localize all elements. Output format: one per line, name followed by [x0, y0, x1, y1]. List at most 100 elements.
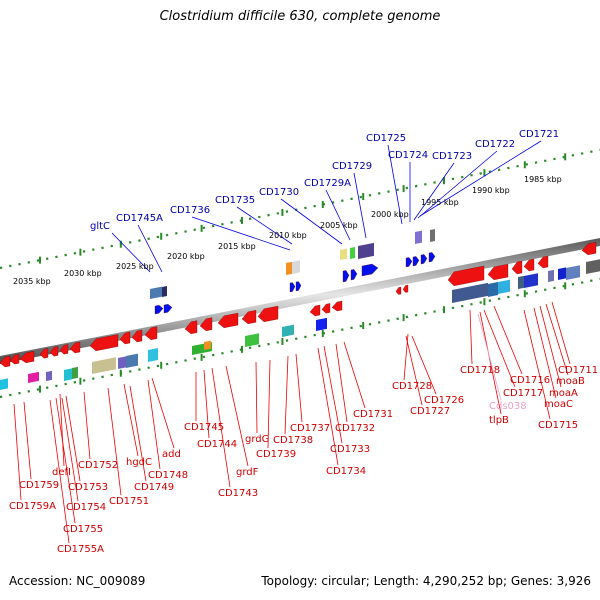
- gene-label-reverse: defI: [52, 467, 71, 478]
- gene-label-reverse: CD1738: [273, 435, 313, 446]
- reverse-gene-arrow: [309, 304, 321, 317]
- domain-box: [92, 357, 116, 374]
- leader-line: [479, 311, 502, 415]
- scale-label: 2000 kbp: [371, 210, 409, 219]
- gene-label-reverse: CD1717: [503, 388, 543, 399]
- leader-line: [325, 189, 351, 241]
- forward-gene-arrow: [350, 269, 358, 281]
- forward-gene-arrow: [154, 305, 164, 315]
- reverse-gene-arrow: [537, 255, 549, 269]
- domain-box: [415, 230, 422, 244]
- leader-line: [211, 367, 231, 488]
- gene-label-forward: CD1722: [475, 139, 515, 150]
- ruler-dotted-line: [0, 148, 600, 270]
- forward-gene-arrow: [295, 281, 302, 292]
- gene-label-reverse: CD1754: [66, 502, 106, 513]
- forward-gene-arrow: [420, 254, 428, 265]
- domain-box: [452, 282, 488, 303]
- scale-label: 1990 kbp: [472, 186, 510, 195]
- leader-line: [523, 309, 551, 420]
- gene-label-reverse: CD1749: [134, 482, 174, 493]
- reverse-gene-arrow: [49, 346, 59, 357]
- gene-label-reverse: CD1752: [78, 460, 118, 471]
- gene-label-reverse: CD1733: [330, 444, 370, 455]
- gene-label-reverse: CD1759: [19, 480, 59, 491]
- leader-line: [405, 335, 423, 406]
- domain-box: [245, 333, 259, 347]
- forward-gene-arrow: [405, 257, 413, 268]
- leader-line: [255, 361, 258, 434]
- forward-gene-arrow: [163, 304, 173, 314]
- gene-label-reverse: grdF: [236, 467, 259, 478]
- leader-line: [353, 172, 367, 239]
- domain-box: [350, 247, 355, 259]
- leader-line: [23, 401, 32, 480]
- gene-label-reverse: CD1755A: [57, 544, 104, 555]
- domain-box: [358, 242, 374, 259]
- scale-labels: 1985 kbp 1990 kbp 1995 kbp 2000 kbp 2005 kbp…: [13, 175, 562, 286]
- leader-line: [545, 303, 569, 376]
- leader-line: [267, 359, 271, 449]
- scale-label: 1985 kbp: [524, 175, 562, 184]
- gene-label-forward: CD1725: [366, 133, 406, 144]
- leader-line: [111, 232, 151, 273]
- leader-line: [151, 377, 175, 449]
- domain-box: [162, 286, 167, 297]
- reverse-gene-arrow: [487, 263, 509, 280]
- reverse-gene-arrow: [581, 242, 597, 255]
- leader-line: [137, 224, 163, 273]
- leader-line: [236, 206, 293, 245]
- domain-box: [64, 368, 72, 381]
- accession-text: Accession: NC_009089: [9, 574, 146, 588]
- scale-label: 2010 kbp: [269, 231, 307, 240]
- domain-box: [566, 265, 580, 280]
- domain-box: [204, 340, 211, 350]
- gene-label-forward: CD1735: [215, 195, 255, 206]
- leader-line: [413, 162, 455, 221]
- gene-label-reverse: CD1728: [392, 381, 432, 392]
- gene-label-reverse: moaC: [544, 399, 573, 410]
- domain-box: [292, 260, 300, 274]
- gene-label-reverse: CD1744: [197, 439, 237, 450]
- domain-box: [498, 279, 510, 294]
- reverse-gene-arrow: [321, 303, 331, 314]
- gene-label-reverse: CD1748: [148, 470, 188, 481]
- forward-gene-arrow: [428, 252, 436, 263]
- leader-line: [335, 343, 348, 423]
- scale-label: 2035 kbp: [13, 277, 51, 286]
- scale-rulers: [0, 148, 600, 399]
- gene-label-reverse: CD1732: [335, 423, 375, 434]
- gene-label-forward: CD1729: [332, 161, 372, 172]
- gene-label-reverse: CD1745: [184, 422, 224, 433]
- reverse-gene-arrow: [199, 317, 213, 331]
- reverse-gene-arrow: [69, 341, 81, 354]
- domain-box: [282, 324, 294, 337]
- reverse-gene-arrow: [241, 310, 257, 324]
- leader-line: [539, 305, 562, 388]
- leader-line: [191, 216, 291, 251]
- gene-label-reverse: CD1731: [353, 409, 393, 420]
- label-leaders: [13, 140, 571, 544]
- scale-label: 2005 kbp: [320, 221, 358, 230]
- reverse-gene-arrow: [257, 305, 279, 322]
- reverse-gene-arrow: [89, 334, 119, 351]
- reverse-gene-arrow: [447, 265, 485, 286]
- gene-label-reverse: Cds038: [489, 401, 527, 412]
- gene-label-reverse: CD1743: [218, 488, 258, 499]
- scale-label: 2025 kbp: [116, 262, 154, 271]
- domain-box: [316, 317, 327, 331]
- domain-box: [148, 348, 158, 362]
- gene-label-reverse: CD1755: [63, 524, 103, 535]
- leader-line: [203, 369, 210, 439]
- reverse-gene-arrow: [9, 354, 20, 365]
- reverse-gene-arrow: [144, 326, 158, 340]
- scale-label: 2030 kbp: [64, 269, 102, 278]
- domain-box: [118, 356, 126, 369]
- forward-gene-arrow: [412, 256, 420, 267]
- reverse-gene-arrow: [0, 355, 11, 368]
- leader-line: [387, 144, 403, 225]
- reverse-gene-arrow: [59, 344, 69, 355]
